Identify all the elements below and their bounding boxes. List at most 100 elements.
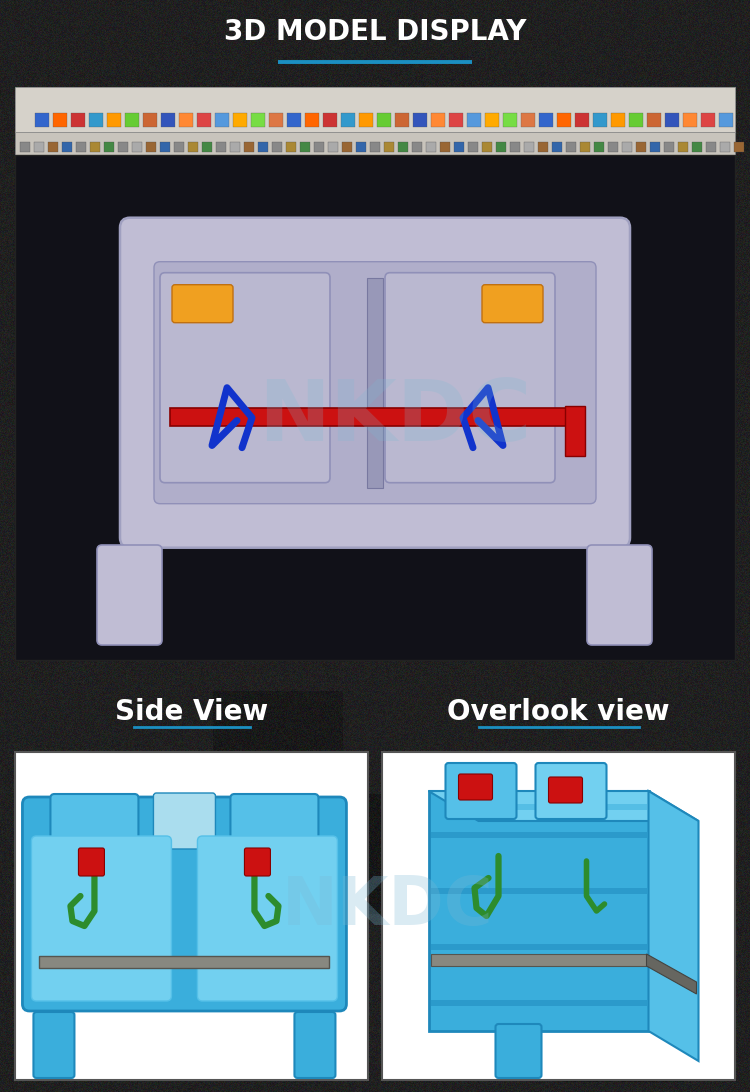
FancyBboxPatch shape <box>34 1012 74 1078</box>
FancyBboxPatch shape <box>160 273 330 483</box>
Bar <box>706 142 716 152</box>
Polygon shape <box>649 791 698 1061</box>
Bar <box>503 112 517 127</box>
Bar <box>179 112 193 127</box>
Bar <box>161 112 175 127</box>
Bar <box>269 112 283 127</box>
FancyBboxPatch shape <box>587 545 652 645</box>
FancyBboxPatch shape <box>446 763 517 819</box>
Bar <box>359 112 373 127</box>
Bar <box>692 142 702 152</box>
Bar <box>430 860 646 866</box>
Bar <box>430 943 646 950</box>
Bar <box>104 142 114 152</box>
Bar <box>467 112 481 127</box>
Bar <box>719 112 733 127</box>
FancyBboxPatch shape <box>230 794 319 840</box>
FancyBboxPatch shape <box>154 262 596 503</box>
Bar <box>650 142 660 152</box>
Bar <box>468 142 478 152</box>
Bar <box>398 142 408 152</box>
Bar <box>430 832 646 838</box>
FancyBboxPatch shape <box>22 797 347 1011</box>
Bar <box>216 142 226 152</box>
Bar <box>382 752 735 1080</box>
Bar <box>244 142 254 152</box>
Bar <box>34 142 44 152</box>
Bar <box>233 112 247 127</box>
Bar <box>272 142 282 152</box>
Bar <box>341 112 355 127</box>
Bar <box>188 142 198 152</box>
Bar <box>300 142 310 152</box>
Bar <box>40 956 329 968</box>
Bar <box>566 142 576 152</box>
Bar <box>734 142 744 152</box>
Polygon shape <box>428 791 698 821</box>
Bar <box>71 112 85 127</box>
Bar <box>510 142 520 152</box>
Bar <box>412 142 422 152</box>
Bar <box>356 142 366 152</box>
FancyBboxPatch shape <box>120 217 630 548</box>
Bar <box>395 112 409 127</box>
Text: 3D MODEL DISPLAY: 3D MODEL DISPLAY <box>224 17 526 46</box>
FancyBboxPatch shape <box>548 778 583 803</box>
FancyBboxPatch shape <box>244 848 271 876</box>
Bar <box>449 112 463 127</box>
Bar <box>538 142 548 152</box>
Bar <box>170 407 580 426</box>
Bar <box>430 804 646 810</box>
Bar <box>647 112 661 127</box>
Bar <box>146 142 156 152</box>
FancyBboxPatch shape <box>154 793 215 848</box>
Bar <box>251 112 265 127</box>
Bar <box>107 112 121 127</box>
Bar <box>90 142 100 152</box>
Bar <box>132 142 142 152</box>
Bar <box>485 112 499 127</box>
Bar <box>35 112 49 127</box>
Bar <box>608 142 618 152</box>
Polygon shape <box>646 954 697 994</box>
Bar <box>314 142 324 152</box>
Bar <box>197 112 211 127</box>
Bar <box>230 142 240 152</box>
Bar <box>323 112 337 127</box>
Bar <box>665 112 679 127</box>
Bar <box>683 112 697 127</box>
FancyBboxPatch shape <box>197 836 338 1001</box>
Bar <box>305 112 319 127</box>
FancyBboxPatch shape <box>295 1012 335 1078</box>
Bar <box>367 277 383 488</box>
FancyBboxPatch shape <box>482 285 543 323</box>
Bar <box>413 112 427 127</box>
Bar <box>678 142 688 152</box>
Bar <box>454 142 464 152</box>
Bar <box>287 112 301 127</box>
Text: NKDC: NKDC <box>258 376 532 459</box>
FancyBboxPatch shape <box>536 763 607 819</box>
Bar <box>258 142 268 152</box>
Bar <box>125 112 139 127</box>
Bar <box>384 142 394 152</box>
Bar <box>636 142 646 152</box>
Bar <box>370 142 380 152</box>
FancyBboxPatch shape <box>496 1024 542 1078</box>
Bar <box>430 1000 646 1006</box>
Bar <box>215 112 229 127</box>
Bar <box>664 142 674 152</box>
Bar <box>76 142 86 152</box>
Bar <box>15 132 735 155</box>
Text: Side View: Side View <box>115 698 268 726</box>
Text: NKDC: NKDC <box>282 873 494 939</box>
FancyBboxPatch shape <box>458 774 493 800</box>
Bar <box>143 112 157 127</box>
Bar <box>539 112 553 127</box>
Bar <box>575 112 589 127</box>
Bar <box>629 112 643 127</box>
Bar <box>286 142 296 152</box>
FancyBboxPatch shape <box>50 794 139 840</box>
Bar <box>622 142 632 152</box>
Bar <box>160 142 170 152</box>
